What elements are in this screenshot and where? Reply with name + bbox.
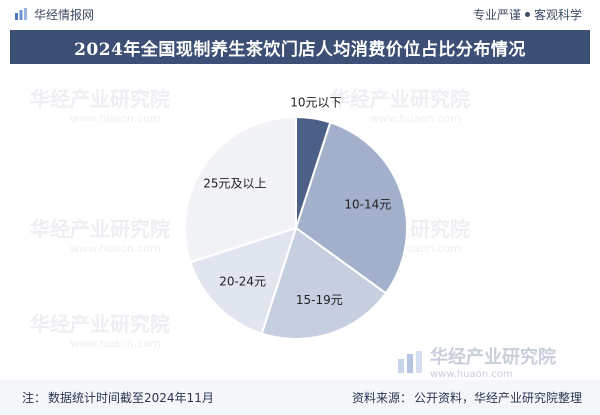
- watermark-brand-text: 华经产业研究院: [430, 347, 556, 368]
- tagline: 专业严谨 客观科学: [473, 6, 582, 23]
- slice-label: 20-24元: [219, 274, 266, 288]
- note-text: 数据统计时间截至2024年11月: [48, 391, 214, 405]
- watermark-brand: 华经产业研究院 www.huaon.com: [398, 343, 556, 380]
- pie-slice[interactable]: [260, 226, 388, 340]
- header-bar: 华经情报网 专业严谨 客观科学: [0, 0, 600, 28]
- pie-slice[interactable]: [184, 115, 297, 264]
- slice-label: 10元以下: [290, 96, 341, 110]
- watermark-text: 华经产业研究院: [30, 217, 170, 241]
- footer-note: 注： 数据统计时间截至2024年11月: [22, 389, 214, 406]
- watermark-brand-url: www.huaon.com: [430, 369, 513, 380]
- watermark-url: www.huaon.com: [70, 337, 161, 350]
- watermark-url: www.huaon.com: [70, 112, 161, 125]
- source-text: 公开资料，华经产业研究院整理: [413, 391, 582, 405]
- footer-source: 资料来源： 公开资料，华经产业研究院整理: [352, 389, 582, 406]
- slice-labels: 10元以下 10-14元 15-19元 20-24元 25元及以上: [203, 96, 391, 307]
- watermark-url: www.huaon.com: [70, 242, 161, 255]
- site-brand[interactable]: 华经情报网: [14, 6, 94, 23]
- slice-label: 15-19元: [296, 293, 343, 307]
- pie-slices: [184, 115, 408, 340]
- watermark-text: 华经产业研究院: [30, 312, 170, 336]
- watermark-text: 华经产业研究院: [330, 87, 470, 111]
- slice-label: 10-14元: [344, 198, 391, 212]
- footer: 注： 数据统计时间截至2024年11月 资料来源： 公开资料，华经产业研究院整理: [0, 380, 600, 415]
- bar-chart-logo-icon: [15, 8, 27, 20]
- tagline-left: 专业严谨: [472, 7, 521, 22]
- watermark-logo-icon: [398, 350, 422, 373]
- dot-icon: [524, 11, 530, 17]
- site-name: 华经情报网: [34, 7, 95, 22]
- slice-label: 25元及以上: [203, 177, 266, 191]
- note-label: 注：: [22, 391, 47, 405]
- tagline-right: 客观科学: [533, 7, 582, 22]
- chart-title: 2024年全国现制养生茶饮门店人均消费价位占比分布情况: [10, 30, 590, 64]
- pie-slice[interactable]: [294, 121, 408, 295]
- watermark-text: 华经产业研究院: [30, 87, 170, 111]
- watermark-url: www.huaon.com: [370, 112, 461, 125]
- pie-chart: 华经产业研究院www.huaon.com华经产业研究院www.huaon.com…: [30, 87, 470, 350]
- source-label: 资料来源：: [351, 391, 412, 405]
